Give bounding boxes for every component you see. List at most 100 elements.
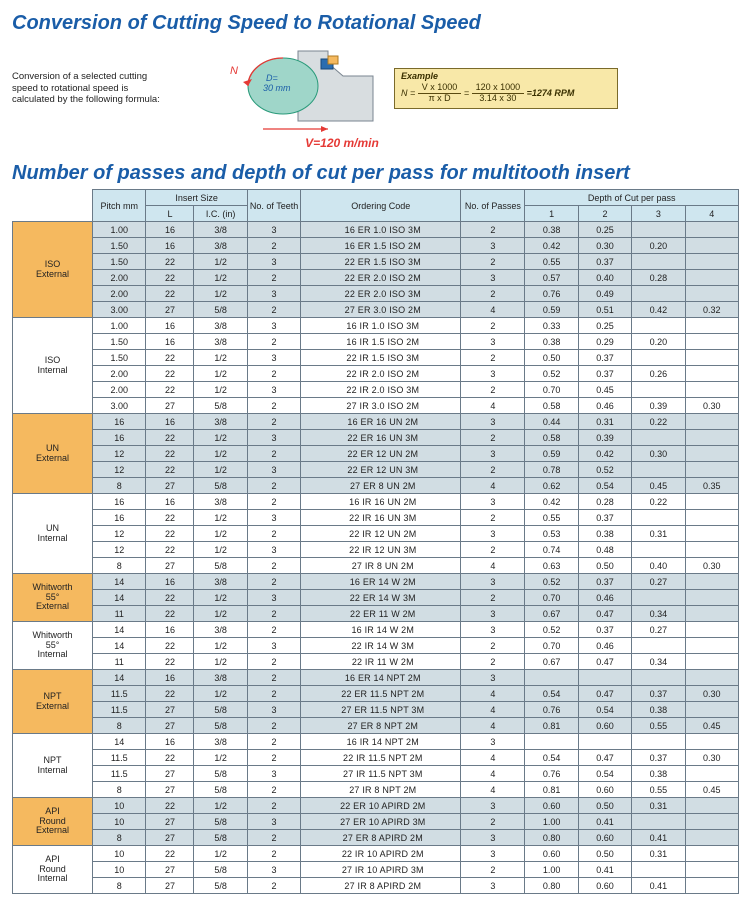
data-cell: 4 [461, 398, 525, 414]
data-cell: 0.76 [525, 702, 578, 718]
ordering-code-cell: 22 ER 10 APIRD 2M [301, 798, 461, 814]
data-cell: 0.22 [632, 494, 685, 510]
data-cell: 0.45 [578, 382, 631, 398]
data-cell: 2.00 [93, 366, 146, 382]
data-cell: 0.59 [525, 446, 578, 462]
table-row: Whitworth55°External14163/8216 ER 14 W 2… [13, 574, 739, 590]
data-cell [632, 814, 685, 830]
data-cell: 2 [461, 862, 525, 878]
data-cell [685, 574, 738, 590]
data-cell [685, 270, 738, 286]
data-cell: 3 [461, 494, 525, 510]
data-cell [685, 286, 738, 302]
data-cell: 1/2 [194, 366, 247, 382]
data-cell: 0.31 [578, 414, 631, 430]
data-cell: 1/2 [194, 510, 247, 526]
ordering-code-cell: 22 IR 2.0 ISO 3M [301, 382, 461, 398]
data-cell: 0.44 [525, 414, 578, 430]
ordering-code-cell: 22 ER 11 W 2M [301, 606, 461, 622]
data-cell [685, 334, 738, 350]
data-cell [632, 286, 685, 302]
data-cell: 0.37 [632, 750, 685, 766]
ordering-code-cell: 16 IR 16 UN 2M [301, 494, 461, 510]
data-cell [685, 446, 738, 462]
data-cell: 4 [461, 766, 525, 782]
hdr-l: L [146, 206, 194, 222]
data-cell: 0.50 [578, 558, 631, 574]
data-cell: 0.47 [578, 686, 631, 702]
data-cell: 0.30 [685, 686, 738, 702]
intro-row: Conversion of a selected cutting speed t… [12, 41, 739, 136]
data-cell: 0.55 [525, 510, 578, 526]
data-cell: 2 [461, 654, 525, 670]
table-row: 3.00275/8227 ER 3.0 ISO 2M40.590.510.420… [13, 302, 739, 318]
data-cell: 0.50 [525, 350, 578, 366]
data-cell: 0.70 [525, 590, 578, 606]
data-cell: 1/2 [194, 750, 247, 766]
table-row: 8275/8227 ER 8 NPT 2M40.810.600.550.45 [13, 718, 739, 734]
data-cell: 11.5 [93, 686, 146, 702]
group-label: ISOExternal [13, 222, 93, 318]
data-cell [685, 846, 738, 862]
data-cell: 4 [461, 750, 525, 766]
data-cell: 2 [247, 270, 300, 286]
data-cell: 0.60 [578, 718, 631, 734]
data-cell: 5/8 [194, 478, 247, 494]
data-cell: 1/2 [194, 286, 247, 302]
data-cell: 3 [461, 526, 525, 542]
ordering-code-cell: 16 ER 1.0 ISO 3M [301, 222, 461, 238]
data-cell: 22 [146, 382, 194, 398]
table-row: 11.5275/8327 IR 11.5 NPT 3M40.760.540.38 [13, 766, 739, 782]
data-cell: 4 [461, 558, 525, 574]
data-cell: 4 [461, 302, 525, 318]
data-cell: 1/2 [194, 430, 247, 446]
data-cell: 11.5 [93, 702, 146, 718]
table-row: 8275/8227 ER 8 UN 2M40.620.540.450.35 [13, 478, 739, 494]
data-cell: 27 [146, 558, 194, 574]
data-cell [685, 878, 738, 894]
data-cell: 22 [146, 286, 194, 302]
data-cell [685, 638, 738, 654]
data-cell: 27 [146, 814, 194, 830]
data-cell: 2 [461, 462, 525, 478]
data-cell: 4 [461, 478, 525, 494]
ordering-code-cell: 27 IR 10 APIRD 3M [301, 862, 461, 878]
hdr-passes: No. of Passes [461, 190, 525, 222]
data-cell: 12 [93, 542, 146, 558]
data-cell: 1.50 [93, 238, 146, 254]
data-cell: 0.37 [578, 510, 631, 526]
data-cell: 0.29 [578, 334, 631, 350]
data-cell: 3/8 [194, 622, 247, 638]
data-cell: 10 [93, 798, 146, 814]
data-cell: 3 [247, 542, 300, 558]
data-cell: 10 [93, 814, 146, 830]
data-cell: 2 [247, 414, 300, 430]
data-cell: 22 [146, 270, 194, 286]
data-cell: 1.00 [525, 862, 578, 878]
data-cell: 3/8 [194, 414, 247, 430]
data-cell: 2 [461, 382, 525, 398]
data-cell: 2 [247, 878, 300, 894]
hdr-pitch: Pitch mm [93, 190, 146, 222]
example-box: Example N = V x 1000π x D = 120 x 10003.… [394, 68, 618, 109]
data-cell [632, 382, 685, 398]
data-cell: 0.55 [632, 782, 685, 798]
data-cell: 0.52 [525, 366, 578, 382]
data-cell: 5/8 [194, 702, 247, 718]
data-cell: 22 [146, 462, 194, 478]
hdr-d1: 1 [525, 206, 578, 222]
data-cell: 3 [247, 638, 300, 654]
hdr-insert: Insert Size [146, 190, 247, 206]
data-cell: 3 [247, 462, 300, 478]
data-cell: 0.78 [525, 462, 578, 478]
data-cell: 1/2 [194, 526, 247, 542]
data-cell: 0.80 [525, 830, 578, 846]
data-cell: 22 [146, 510, 194, 526]
data-cell: 1/2 [194, 846, 247, 862]
data-cell: 2 [461, 318, 525, 334]
table-row: 14221/2322 IR 14 W 3M20.700.46 [13, 638, 739, 654]
data-cell [632, 670, 685, 686]
data-cell: 5/8 [194, 782, 247, 798]
data-cell: 0.27 [632, 574, 685, 590]
data-cell: 3 [461, 734, 525, 750]
